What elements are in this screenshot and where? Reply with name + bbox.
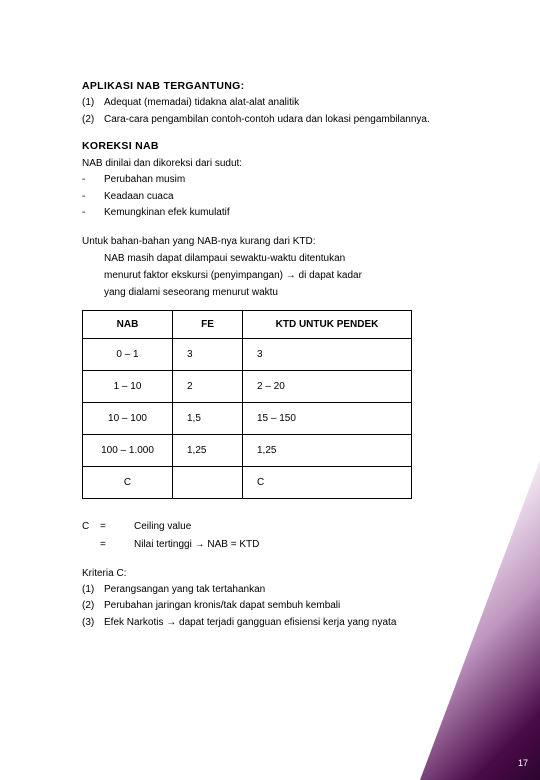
legend-eq: =: [100, 519, 120, 534]
item-marker: -: [82, 173, 104, 187]
item-marker: -: [82, 190, 104, 204]
item-marker: (1): [82, 583, 104, 597]
table-cell: 3: [243, 338, 412, 370]
table-row: 1 – 10 2 2 – 20: [83, 370, 412, 402]
list-aplikasi: (1) Adequat (memadai) tidakna alat-alat …: [82, 96, 482, 126]
table-cell: 3: [173, 338, 243, 370]
paragraph: NAB masih dapat dilampaui sewaktu-waktu …: [82, 251, 482, 266]
table-header: NAB: [83, 310, 173, 338]
list-item: (2) Perubahan jaringan kronis/tak dapat …: [82, 599, 482, 613]
legend: C = Ceiling value = Nilai tertinggi → NA…: [82, 519, 482, 552]
table-cell: 15 – 150: [243, 402, 412, 434]
table-cell: 1,25: [173, 434, 243, 466]
item-text: Perangsangan yang tak tertahankan: [104, 583, 482, 597]
table-cell: C: [83, 466, 173, 498]
legend-text: Ceiling value: [134, 519, 482, 534]
table-cell: 10 – 100: [83, 402, 173, 434]
list-item: (3) Efek Narkotis → dapat terjadi ganggu…: [82, 616, 482, 630]
item-marker: (1): [82, 96, 104, 110]
lead-text: NAB dinilai dan dikoreksi dari sudut:: [82, 156, 482, 171]
paragraph: menurut faktor ekskursi (penyimpangan) →…: [82, 268, 482, 283]
item-text: Kemungkinan efek kumulatif: [104, 206, 482, 220]
table-header-row: NAB FE KTD UNTUK PENDEK: [83, 310, 412, 338]
table-header: KTD UNTUK PENDEK: [243, 310, 412, 338]
legend-sym: C: [82, 519, 100, 534]
item-text: Efek Narkotis → dapat terjadi gangguan e…: [104, 616, 482, 630]
content-area: APLIKASI NAB TERGANTUNG: (1) Adequat (me…: [82, 80, 482, 643]
list-item: (2) Cara-cara pengambilan contoh-contoh …: [82, 113, 482, 127]
legend-row: = Nilai tertinggi → NAB = KTD: [82, 537, 482, 552]
item-text: Perubahan musim: [104, 173, 482, 187]
item-text: Adequat (memadai) tidakna alat-alat anal…: [104, 96, 482, 110]
item-marker: (3): [82, 616, 104, 630]
list-item: - Perubahan musim: [82, 173, 482, 187]
heading-kriteria: Kriteria C:: [82, 566, 482, 581]
item-text: Cara-cara pengambilan contoh-contoh udar…: [104, 113, 482, 127]
table-row: 10 – 100 1,5 15 – 150: [83, 402, 412, 434]
legend-eq: =: [100, 537, 120, 552]
table-cell: 2: [173, 370, 243, 402]
table-cell: 1,25: [243, 434, 412, 466]
table-row: C C: [83, 466, 412, 498]
item-marker: (2): [82, 113, 104, 127]
legend-sp: [120, 519, 134, 534]
list-kriteria: (1) Perangsangan yang tak tertahankan (2…: [82, 583, 482, 630]
item-text: Keadaan cuaca: [104, 190, 482, 204]
table-cell: 2 – 20: [243, 370, 412, 402]
heading-koreksi: KOREKSI NAB: [82, 140, 482, 152]
table-cell: 1 – 10: [83, 370, 173, 402]
list-item: - Kemungkinan efek kumulatif: [82, 206, 482, 220]
page: APLIKASI NAB TERGANTUNG: (1) Adequat (me…: [0, 0, 540, 780]
list-item: - Keadaan cuaca: [82, 190, 482, 204]
table-row: 100 – 1.000 1,25 1,25: [83, 434, 412, 466]
list-koreksi: - Perubahan musim - Keadaan cuaca - Kemu…: [82, 173, 482, 220]
nab-table: NAB FE KTD UNTUK PENDEK 0 – 1 3 3 1 – 10…: [82, 310, 412, 499]
table-cell: 100 – 1.000: [83, 434, 173, 466]
legend-row: C = Ceiling value: [82, 519, 482, 534]
table-header: FE: [173, 310, 243, 338]
table-cell: C: [243, 466, 412, 498]
item-marker: (2): [82, 599, 104, 613]
heading-aplikasi: APLIKASI NAB TERGANTUNG:: [82, 80, 482, 92]
legend-text: Nilai tertinggi → NAB = KTD: [134, 537, 482, 552]
paragraph: Untuk bahan-bahan yang NAB-nya kurang da…: [82, 234, 482, 249]
table-row: 0 – 1 3 3: [83, 338, 412, 370]
table-cell: 0 – 1: [83, 338, 173, 370]
table-cell: [173, 466, 243, 498]
paragraph: yang dialami seseorang menurut waktu: [82, 285, 482, 300]
page-number: 17: [518, 758, 528, 768]
list-item: (1) Adequat (memadai) tidakna alat-alat …: [82, 96, 482, 110]
item-marker: -: [82, 206, 104, 220]
table-cell: 1,5: [173, 402, 243, 434]
item-text: Perubahan jaringan kronis/tak dapat semb…: [104, 599, 482, 613]
legend-sym: [82, 537, 100, 552]
legend-sp: [120, 537, 134, 552]
list-item: (1) Perangsangan yang tak tertahankan: [82, 583, 482, 597]
